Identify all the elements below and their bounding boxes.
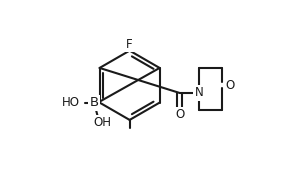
- Text: O: O: [175, 108, 184, 121]
- Text: O: O: [225, 79, 234, 92]
- Text: N: N: [195, 87, 203, 100]
- Text: OH: OH: [93, 116, 111, 130]
- Text: HO: HO: [62, 96, 80, 109]
- Text: F: F: [126, 38, 133, 51]
- Text: B: B: [90, 96, 99, 109]
